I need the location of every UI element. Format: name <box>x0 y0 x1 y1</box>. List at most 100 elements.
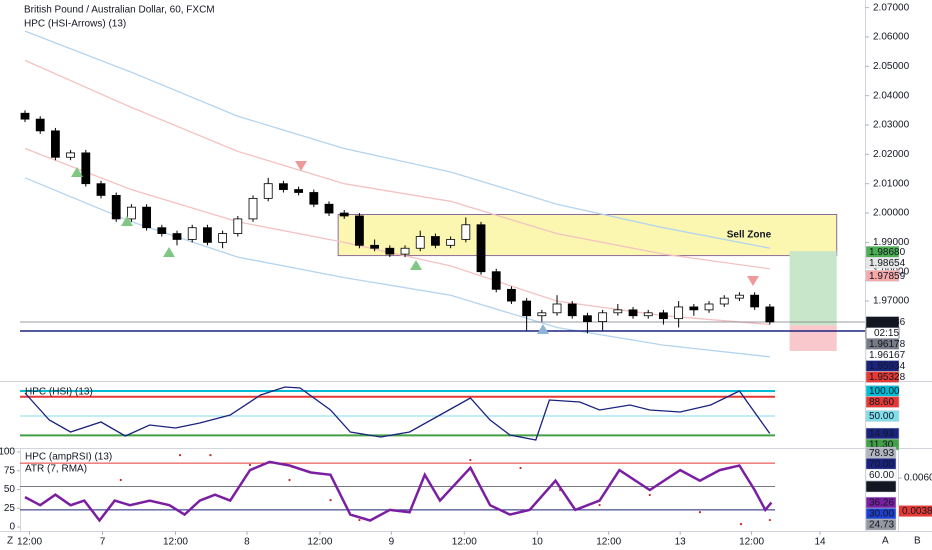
y-tick-label: 2.00000 <box>873 208 910 219</box>
atr-dot <box>768 518 771 522</box>
buy-arrow <box>121 216 133 226</box>
candle-body <box>20 112 30 120</box>
atr-dot <box>648 493 651 497</box>
price-label: 50.00 <box>869 411 894 422</box>
candle-body <box>431 236 440 246</box>
candle-body <box>491 271 501 290</box>
price-label: 1.96178 <box>869 339 906 350</box>
candle-body <box>294 189 304 193</box>
candle-body <box>355 215 364 246</box>
sell-zone <box>337 214 838 257</box>
bottom-button[interactable]: A <box>882 536 889 547</box>
candle-body <box>51 130 60 158</box>
price-label: 11.30 <box>869 440 894 451</box>
price-label: 1.96286 <box>869 317 906 328</box>
candle-body <box>339 212 349 217</box>
price-label-bg <box>865 270 900 282</box>
candle-body <box>127 206 136 220</box>
price-label: 36.26 <box>869 498 894 509</box>
y-tick-label: 2.06000 <box>873 32 910 43</box>
x-tick-label: 8 <box>244 537 250 548</box>
candle-body <box>66 152 76 158</box>
candle-body <box>218 233 228 243</box>
buy-arrow <box>537 324 549 334</box>
candle-body <box>111 195 121 220</box>
buy-arrow <box>71 167 83 177</box>
hsi-line <box>24 386 771 441</box>
candle-body <box>704 303 714 311</box>
candle-body <box>735 294 744 299</box>
candle-body <box>522 300 532 317</box>
candle-body <box>461 224 471 240</box>
price-label-bg <box>865 469 897 481</box>
atr-dot <box>698 510 702 514</box>
rsi-title: HPC (ampRSI) (13) <box>25 452 112 463</box>
x-tick-label: 12:00 <box>596 537 621 548</box>
y-tick-label: 2.05000 <box>873 61 910 72</box>
x-tick-label: 7 <box>100 537 106 548</box>
y-tick-label: 2.02000 <box>873 149 910 160</box>
candle-body <box>279 183 288 190</box>
candle-body <box>385 247 395 255</box>
price-label: 14.93 <box>869 429 894 440</box>
candle-body <box>248 197 258 220</box>
candle-body <box>643 312 653 317</box>
candle-body <box>613 309 623 314</box>
candle-body <box>765 306 775 323</box>
stop-zone <box>789 325 837 351</box>
candle-body <box>157 227 167 234</box>
left-tick-label: 75 <box>4 465 16 476</box>
candle-body <box>583 315 592 323</box>
atr-dot <box>519 466 522 470</box>
candle-body <box>35 118 45 132</box>
candle-body <box>674 306 684 320</box>
y-tick-label: 2.01000 <box>873 178 910 189</box>
candle-body <box>309 192 319 205</box>
atr-dot <box>209 454 212 457</box>
atr-title: ATR (7, RMA) <box>25 464 87 475</box>
price-label: 60.00 <box>869 470 894 481</box>
y-tick-label: 1.99000 <box>873 237 910 248</box>
candle-body <box>659 312 668 320</box>
y-tick-label: 1.97000 <box>873 296 910 307</box>
channel-band <box>24 59 770 270</box>
sell-arrow <box>747 276 759 286</box>
candle-body <box>370 244 380 249</box>
candle-body <box>187 227 197 240</box>
candle-body <box>537 312 547 317</box>
signal-arrows <box>71 161 759 334</box>
left-tick-label: 50 <box>4 484 16 495</box>
atr-dot <box>469 458 472 462</box>
atr-dot <box>119 478 122 482</box>
atr-dot <box>248 463 252 467</box>
bottom-button[interactable]: B <box>914 536 921 547</box>
atr-dot <box>739 523 743 526</box>
price-label: 50.00 <box>869 482 894 493</box>
hsi-title: HPC (HSI) (13) <box>25 387 93 398</box>
x-tick-label: 12:00 <box>452 537 477 548</box>
price-label: 88.60 <box>869 397 894 408</box>
atr-dot <box>329 499 332 502</box>
candle-body <box>750 294 760 308</box>
price-label-bg <box>865 371 900 383</box>
price-label: 100.00 <box>869 386 900 397</box>
sell-zone-label: Sell Zone <box>727 230 772 241</box>
y-tick-label: 2.04000 <box>873 90 910 101</box>
countdown: 02:15 <box>874 328 899 339</box>
x-tick-label: 12:00 <box>163 537 188 548</box>
bottom-button[interactable]: Z <box>7 536 13 547</box>
candle-body <box>446 239 456 246</box>
y-tick-label: 2.03000 <box>873 120 910 131</box>
left-tick-label: 0 <box>9 522 15 533</box>
candle-body <box>81 152 91 185</box>
price-label: 70.00 <box>869 459 894 470</box>
candle-body <box>719 297 729 305</box>
candle-body <box>567 303 577 317</box>
target-zone <box>789 251 837 326</box>
price-label-bg <box>865 518 897 531</box>
candle-body <box>598 312 608 323</box>
candle-body <box>203 227 212 243</box>
